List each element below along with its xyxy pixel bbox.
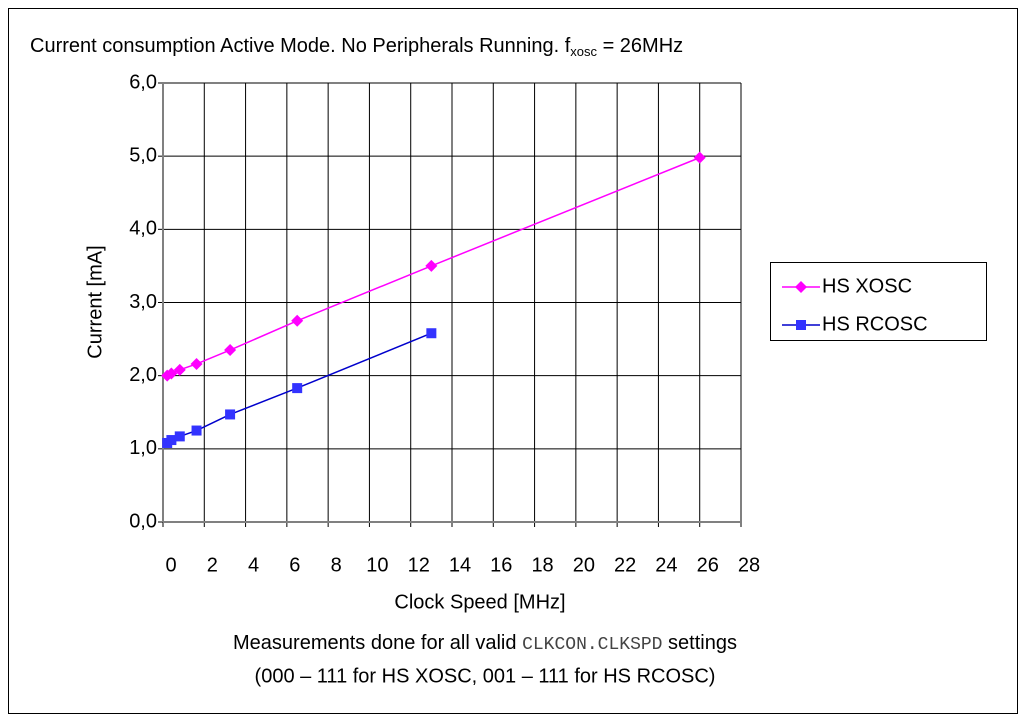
note-text: settings [663,632,737,654]
note-text: Measurements done for all valid [233,632,522,654]
x-tick-label: 2 [207,554,218,576]
note-line: Measurements done for all valid CLKCON.C… [233,632,737,654]
y-tick-label: 0,0 [129,510,157,532]
marker [165,367,178,380]
x-tick-label: 26 [697,554,719,576]
x-tick-label: 10 [366,554,388,576]
marker [292,383,303,394]
x-tick-label: 24 [655,554,677,576]
title-main: Current consumption Active Mode. No Peri… [30,35,571,57]
marker [173,363,186,376]
y-tick-label: 3,0 [129,291,157,313]
title-subscript: xosc [570,44,597,59]
marker [174,431,185,442]
x-tick-label: 22 [614,554,636,576]
x-tick-label: 6 [289,554,300,576]
marker [796,320,806,330]
x-tick-label: 4 [248,554,259,576]
legend-box [770,262,987,341]
x-tick-label: 20 [573,554,595,576]
marker [191,425,202,436]
marker [795,281,807,293]
marker [425,259,438,272]
marker [190,357,203,370]
x-tick-label: 16 [490,554,512,576]
marker [426,328,437,339]
chart-frame [8,8,1018,714]
title-end: = 26MHz [597,35,683,57]
note-code: CLKCON.CLKSPD [522,635,662,655]
x-tick-label: 0 [165,554,176,576]
note-line: (000 – 111 for HS XOSC, 001 – 111 for HS… [255,665,716,687]
y-tick-label: 4,0 [129,218,157,240]
y-axis-title: Current [mA] [84,245,106,358]
x-tick-label: 28 [738,554,760,576]
y-tick-label: 1,0 [129,437,157,459]
y-tick-label: 6,0 [129,71,157,93]
x-tick-label: 8 [331,554,342,576]
x-axis-title: Clock Speed [MHz] [394,591,565,613]
marker [225,409,236,420]
x-tick-label: 14 [449,554,471,576]
legend-label: HS XOSC [822,275,912,297]
y-tick-label: 2,0 [129,364,157,386]
marker [291,314,304,327]
marker [224,344,237,357]
legend-label: HS RCOSC [822,313,928,335]
x-tick-label: 18 [531,554,553,576]
marker [693,151,706,164]
chart-title: Current consumption Active Mode. No Peri… [30,35,683,59]
y-tick-label: 5,0 [129,144,157,166]
x-tick-label: 12 [408,554,430,576]
marker [166,435,177,446]
